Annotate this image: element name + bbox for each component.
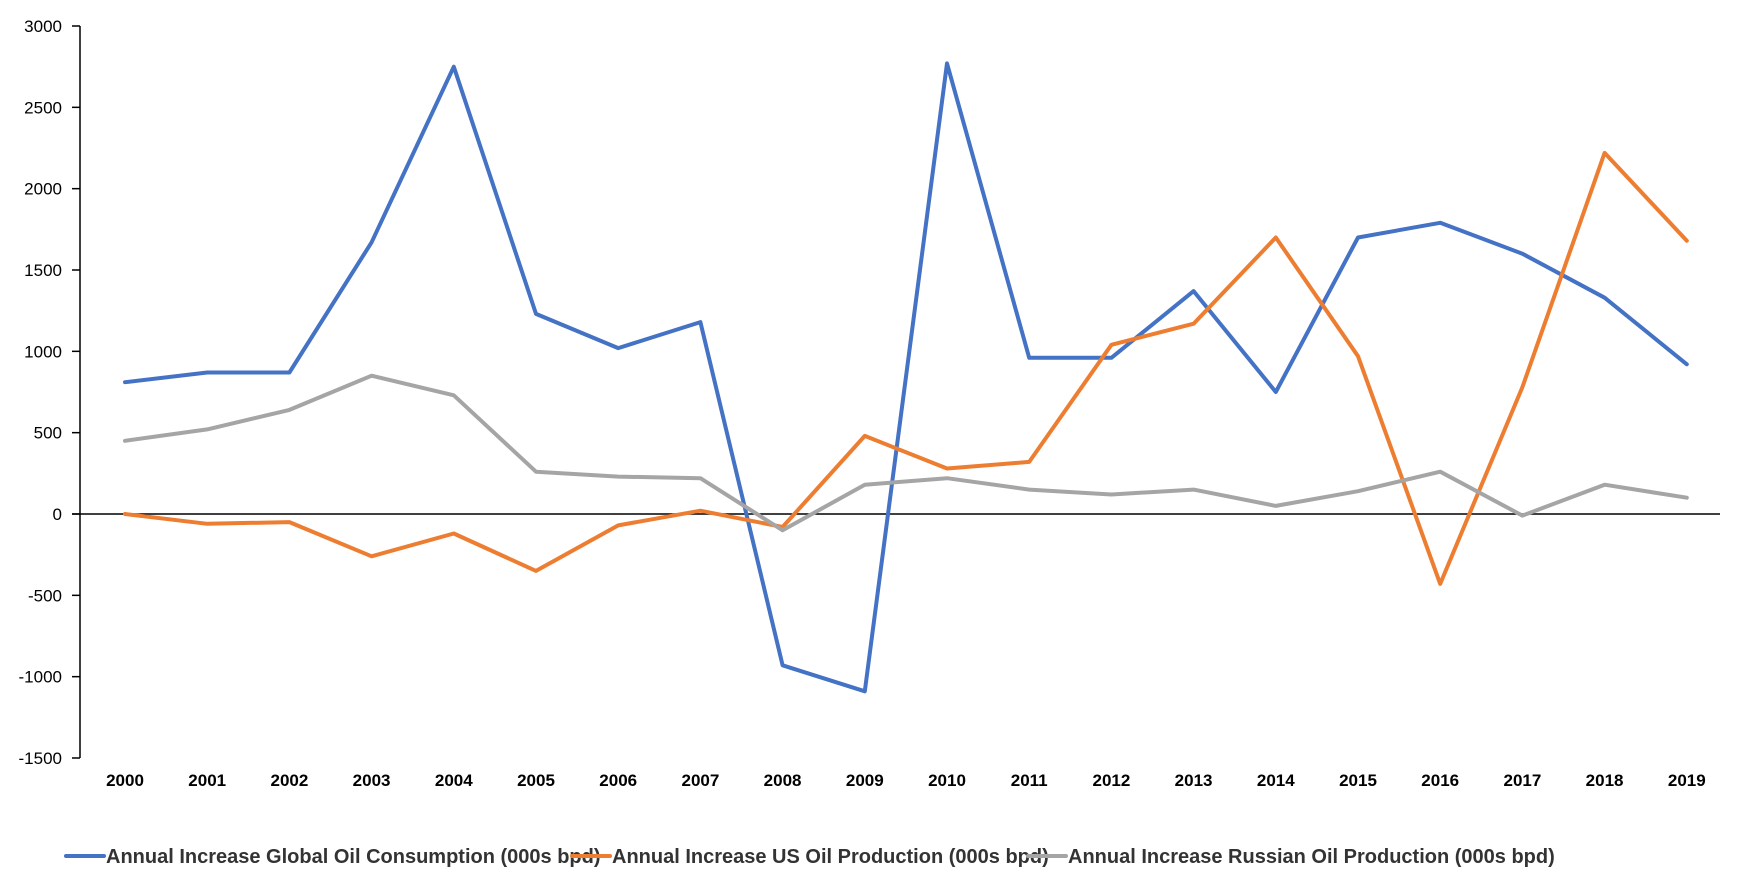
legend: Annual Increase Global Oil Consumption (…	[64, 846, 1555, 868]
y-tick-label: -1500	[19, 749, 62, 768]
x-tick-label: 2009	[846, 771, 884, 790]
x-tick-label: 2017	[1503, 771, 1541, 790]
y-tick-label: 500	[34, 424, 62, 443]
x-tick-label: 2001	[188, 771, 226, 790]
x-tick-label: 2015	[1339, 771, 1377, 790]
legend-label: Annual Increase US Oil Production (000s …	[612, 846, 1049, 868]
legend-label: Annual Increase Global Oil Consumption (…	[106, 846, 601, 868]
y-tick-label: 2000	[24, 180, 62, 199]
y-tick-label: -1000	[19, 668, 62, 687]
axes: 3000 2500 2000 1500 1000 500 0 -500 -1000 -1500 20…	[19, 17, 1720, 790]
series-line-2	[123, 150, 1689, 586]
x-tick-label: 2005	[517, 771, 555, 790]
y-tick-label: 2500	[24, 98, 62, 117]
y-tick-label: -500	[28, 586, 62, 605]
x-tick-label: 2004	[435, 771, 473, 790]
x-tick-label: 2012	[1092, 771, 1130, 790]
x-tick-label: 2010	[928, 771, 966, 790]
x-tick-label: 2019	[1668, 771, 1706, 790]
x-tick-label: 2002	[270, 771, 308, 790]
series-group	[123, 61, 1689, 694]
x-tick-label: 2016	[1421, 771, 1459, 790]
x-tick-label: 2018	[1586, 771, 1624, 790]
x-tick-label: 2013	[1175, 771, 1213, 790]
x-tick-label: 2007	[681, 771, 719, 790]
x-tick-label: 2006	[599, 771, 637, 790]
series-line-1	[123, 61, 1689, 694]
x-tick-label: 2014	[1257, 771, 1295, 790]
y-tick-label: 1000	[24, 342, 62, 361]
y-tick-label: 3000	[24, 17, 62, 36]
legend-label: Annual Increase Russian Oil Production (…	[1068, 846, 1555, 868]
x-tick-label: 2011	[1011, 771, 1048, 790]
y-tick-label: 1500	[24, 261, 62, 280]
x-tick-label: 2000	[106, 771, 144, 790]
x-tick-label: 2008	[764, 771, 802, 790]
y-tick-label: 0	[53, 505, 62, 524]
series-line-3	[123, 373, 1689, 533]
x-tick-label: 2003	[353, 771, 391, 790]
